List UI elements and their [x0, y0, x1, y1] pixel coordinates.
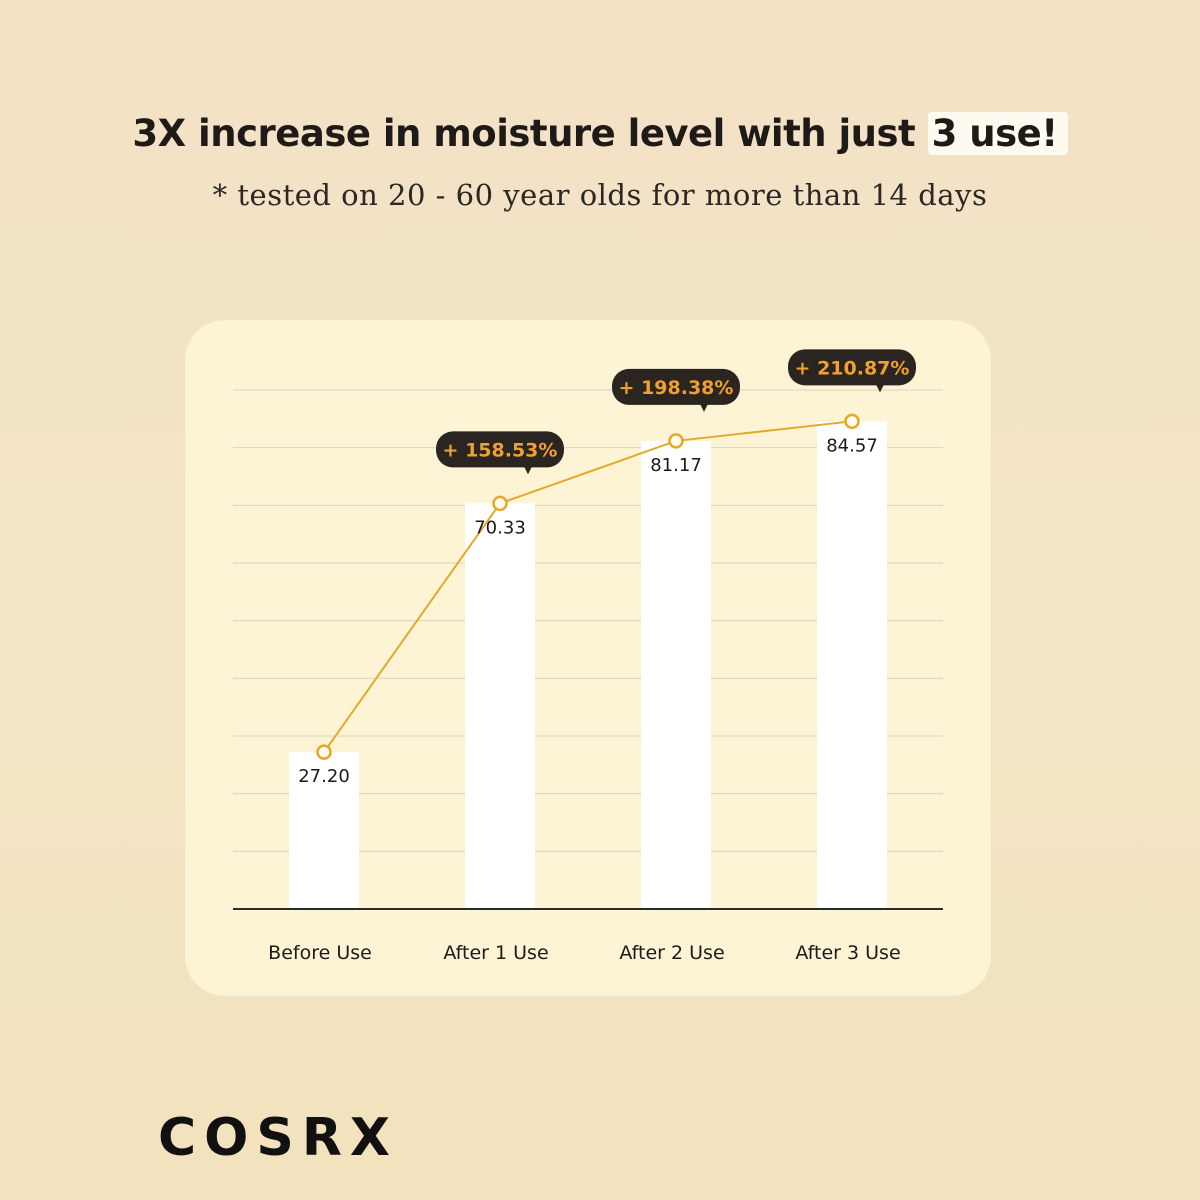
increase-callout-label: + 198.38%: [619, 377, 734, 399]
headline-highlight: 3 use!: [927, 112, 1068, 155]
bar: [641, 440, 711, 909]
increase-callout-label: + 158.53%: [443, 439, 558, 461]
increase-callout: [436, 431, 564, 468]
callout-pointer: [700, 403, 708, 412]
data-point: [844, 413, 860, 430]
callout-pointer: [876, 384, 884, 393]
increase-callout: [788, 349, 916, 386]
value-label: 70.33: [474, 517, 526, 538]
x-tick-label: After 2 Use: [619, 942, 724, 964]
x-tick-label: After 1 Use: [443, 942, 548, 964]
headline-main: 3X increase in moisture level with just: [132, 112, 916, 155]
data-point: [316, 744, 332, 760]
value-label: 84.57: [826, 435, 878, 456]
bar: [289, 752, 359, 909]
headline: 3X increase in moisture level with just …: [0, 112, 1200, 155]
increase-callout-label: + 210.87%: [795, 357, 910, 379]
data-point: [668, 433, 684, 449]
data-point: [492, 495, 508, 512]
value-label: 81.17: [650, 455, 702, 476]
bar: [817, 421, 887, 909]
value-label: 27.20: [298, 766, 350, 787]
increase-callout: [612, 368, 740, 405]
brand-logo: COSRX: [158, 1108, 398, 1168]
test-note: * tested on 20 - 60 year olds for more t…: [212, 178, 988, 212]
trend-line: [323, 420, 853, 753]
callout-pointer: [524, 466, 532, 475]
x-tick-label: Before Use: [268, 942, 372, 964]
x-tick-label: After 3 Use: [795, 942, 900, 964]
bar: [465, 503, 535, 909]
